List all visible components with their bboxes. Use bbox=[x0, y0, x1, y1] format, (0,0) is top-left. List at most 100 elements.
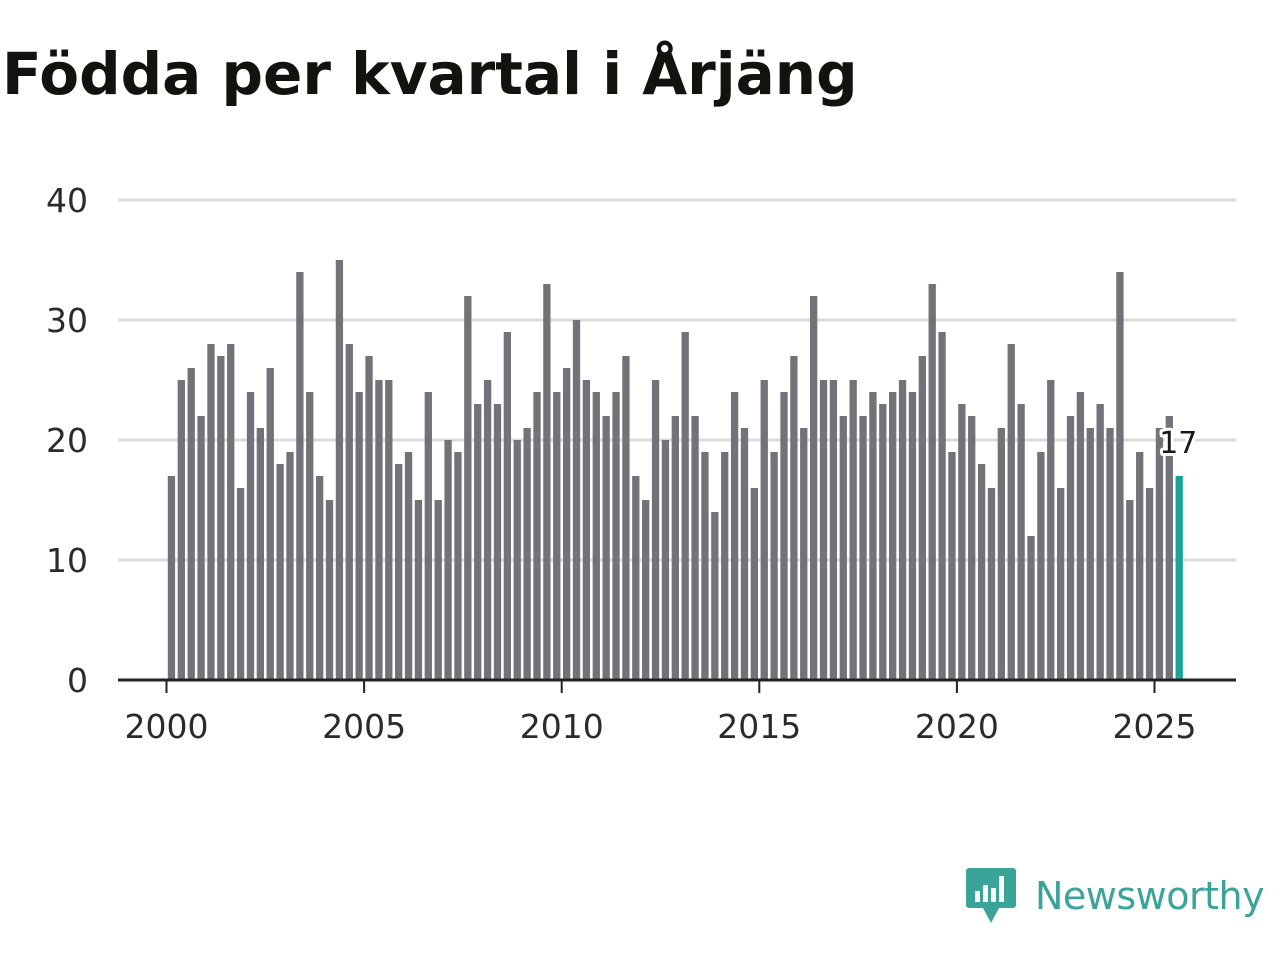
bar bbox=[1007, 344, 1015, 680]
bar bbox=[167, 476, 176, 680]
bar bbox=[770, 452, 778, 680]
bar bbox=[1145, 488, 1154, 680]
x-tick-label: 2010 bbox=[520, 707, 604, 746]
bar bbox=[691, 416, 699, 680]
x-tick-label: 2025 bbox=[1113, 707, 1197, 746]
bar bbox=[395, 464, 403, 680]
bar bbox=[829, 380, 838, 680]
bar bbox=[612, 392, 620, 680]
bar bbox=[493, 404, 502, 680]
bar bbox=[256, 428, 265, 680]
bar bbox=[296, 272, 304, 680]
bar bbox=[483, 380, 492, 680]
bar bbox=[266, 368, 274, 680]
x-tick-label: 2015 bbox=[717, 707, 801, 746]
bar bbox=[414, 500, 423, 680]
bar bbox=[404, 452, 413, 680]
bar bbox=[651, 380, 660, 680]
bar bbox=[977, 464, 986, 680]
bar bbox=[375, 380, 383, 680]
bar bbox=[918, 356, 926, 680]
x-tick-label: 2020 bbox=[915, 707, 999, 746]
bar bbox=[859, 416, 867, 680]
bar bbox=[187, 368, 195, 680]
bar bbox=[1155, 428, 1164, 680]
y-tick-label: 0 bbox=[67, 661, 88, 700]
bar bbox=[1165, 416, 1173, 680]
bar bbox=[711, 512, 719, 680]
bar bbox=[217, 356, 225, 680]
bar bbox=[572, 320, 581, 680]
x-axis-labels: 2000 2005 2010 2015 2020 2025 bbox=[125, 707, 1197, 746]
bar bbox=[227, 344, 235, 680]
y-tick-label: 30 bbox=[46, 301, 88, 340]
bars bbox=[167, 260, 1183, 680]
bar bbox=[474, 404, 482, 680]
bar bbox=[889, 392, 897, 680]
bar bbox=[780, 392, 788, 680]
brand-name: Newsworthy bbox=[1035, 874, 1265, 918]
bar bbox=[1076, 392, 1085, 680]
bar bbox=[503, 332, 512, 680]
bar bbox=[730, 392, 739, 680]
bar bbox=[898, 380, 907, 680]
bar bbox=[602, 416, 610, 680]
x-tick-label: 2000 bbox=[125, 707, 209, 746]
bar bbox=[315, 476, 324, 680]
bar bbox=[207, 344, 215, 680]
bar bbox=[671, 416, 679, 680]
y-tick-label: 40 bbox=[46, 181, 88, 220]
bar bbox=[543, 284, 551, 680]
bar bbox=[681, 332, 689, 680]
bar bbox=[325, 500, 334, 680]
bar bbox=[760, 380, 768, 680]
bar bbox=[523, 428, 531, 680]
bar bbox=[938, 332, 946, 680]
bar bbox=[385, 380, 393, 680]
bar bbox=[701, 452, 709, 680]
bar bbox=[236, 488, 245, 680]
bar bbox=[661, 440, 670, 680]
last-value-label: 17 bbox=[1159, 426, 1197, 461]
bar-highlight bbox=[1175, 476, 1183, 680]
bar bbox=[968, 416, 976, 680]
bar bbox=[306, 392, 314, 680]
bar bbox=[1066, 416, 1075, 680]
bar bbox=[1126, 500, 1134, 680]
bar bbox=[1086, 428, 1094, 680]
bar bbox=[642, 500, 650, 680]
bar bbox=[879, 404, 887, 680]
bar bbox=[1136, 452, 1144, 680]
y-axis-labels: 0 10 20 30 40 bbox=[46, 181, 88, 700]
bar bbox=[849, 380, 857, 680]
bar bbox=[177, 380, 185, 680]
bar bbox=[345, 344, 353, 680]
bar bbox=[434, 500, 442, 680]
bar bbox=[908, 392, 917, 680]
y-tick-label: 20 bbox=[46, 421, 88, 460]
bar bbox=[948, 452, 956, 680]
bar bbox=[790, 356, 798, 680]
bar bbox=[553, 392, 561, 680]
bar bbox=[819, 380, 828, 680]
bar bbox=[454, 452, 462, 680]
y-tick-label: 10 bbox=[46, 541, 88, 580]
bar bbox=[997, 428, 1006, 680]
bar bbox=[276, 464, 284, 680]
bar bbox=[839, 416, 847, 680]
bar bbox=[365, 356, 373, 680]
bar bbox=[958, 404, 966, 680]
bar bbox=[424, 392, 432, 680]
bar bbox=[1047, 380, 1055, 680]
bar bbox=[335, 260, 344, 680]
bar bbox=[1056, 488, 1065, 680]
bar bbox=[632, 476, 640, 680]
bar bbox=[444, 440, 452, 680]
bar bbox=[197, 416, 205, 680]
chart-title: Födda per kvartal i Årjäng bbox=[2, 40, 858, 108]
bar bbox=[1017, 404, 1025, 680]
bar bbox=[562, 368, 571, 680]
bar bbox=[869, 392, 877, 680]
bar bbox=[286, 452, 294, 680]
